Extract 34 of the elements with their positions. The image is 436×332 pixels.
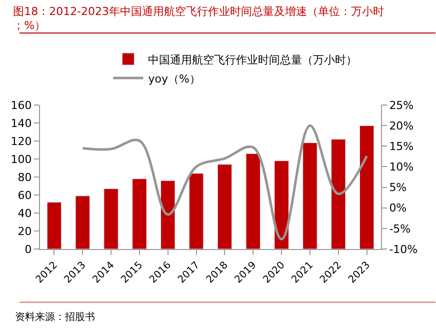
bar [75,196,90,249]
bar [217,164,232,249]
y2-tick-label: 10% [389,160,414,174]
y2-tick-label: 15% [389,140,414,153]
y2-tick-label: 25% [389,98,414,112]
y-tick-label: 160 [10,98,32,112]
bar [46,202,62,249]
y-tick-label: 120 [10,134,32,148]
y2-tick-label: -10% [389,242,418,256]
legend-label: 中国通用航空飞行作业时间总量（万小时） [148,53,358,66]
legend-label: yoy（%） [148,72,200,86]
y2-tick-label: 20% [389,119,414,132]
y2-tick-label: 5% [389,181,407,194]
y2-tick-label: -5% [389,222,411,236]
bar [274,160,289,249]
y-tick-label: 20 [18,224,32,238]
y-tick-label: 40 [18,206,32,220]
bar [246,153,260,249]
y-tick-label: 80 [18,170,32,184]
bar [160,180,176,249]
bar [302,142,318,249]
bar [359,125,374,249]
bar [331,138,346,249]
y2-tick-label: 0% [389,202,407,215]
bar [104,188,118,249]
y-tick-label: 60 [18,188,32,202]
y-tick-label: 100 [10,152,32,166]
chart-title: 图18：2012-2023年中国通用航空飞行作业时间总量及增速（单位：万小时；%） [13,4,384,32]
bar [132,178,147,249]
line-series [81,124,368,240]
bar [188,173,204,249]
text: 资料来源：招股书 [15,311,95,323]
y-tick-label: 0 [24,242,32,256]
y-tick-label: 140 [10,116,32,130]
